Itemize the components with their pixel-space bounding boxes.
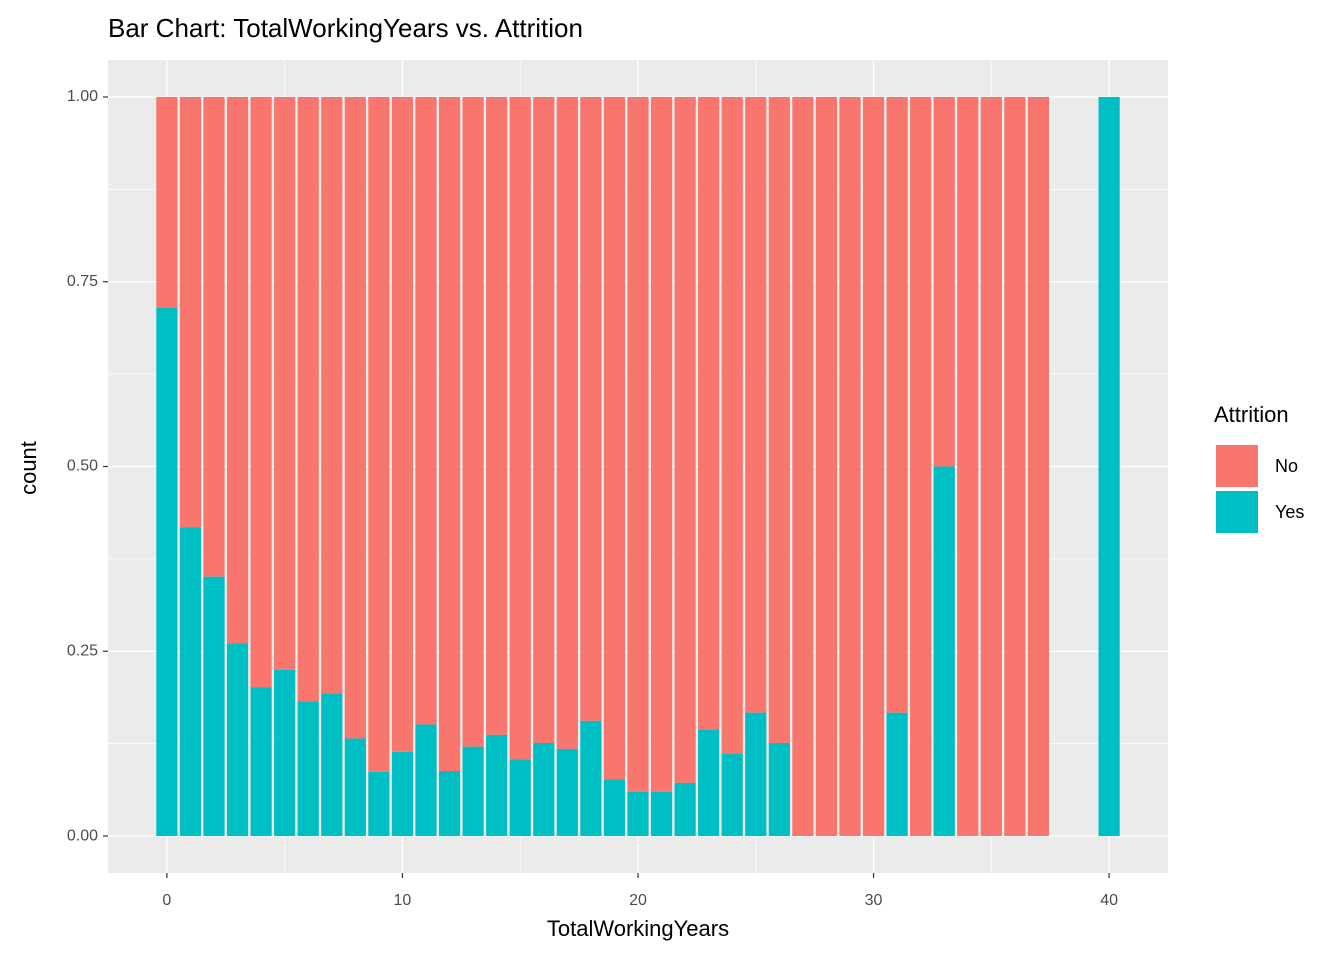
- bar-segment: [509, 96, 531, 760]
- bar-segment: [486, 96, 508, 735]
- bar-segment: [250, 96, 272, 688]
- bar-segment: [274, 669, 296, 837]
- bar-segment: [250, 687, 272, 837]
- y-tick-label: 1.00: [67, 88, 98, 105]
- legend-label: Yes: [1275, 502, 1304, 522]
- bar-segment: [533, 742, 555, 837]
- bar-segment: [1098, 96, 1120, 837]
- legend-label: No: [1275, 456, 1298, 476]
- bar-segment: [886, 712, 908, 837]
- bar-segment: [1004, 96, 1026, 837]
- bar-segment: [603, 96, 626, 780]
- bar-segment: [721, 754, 743, 837]
- bar-segment: [438, 771, 461, 837]
- bar-segment: [745, 712, 767, 837]
- bar-segment: [886, 96, 908, 713]
- bar-segment: [957, 96, 979, 837]
- x-tick-label: 20: [629, 892, 647, 909]
- bar-segment: [462, 746, 484, 837]
- bar-segment: [509, 759, 531, 837]
- bar-segment: [980, 96, 1002, 837]
- bar-segment: [226, 96, 249, 644]
- legend-key: [1216, 491, 1258, 533]
- bar-segment: [768, 742, 790, 837]
- y-tick-label: 0.00: [67, 827, 98, 844]
- bar-segment: [226, 643, 249, 837]
- bar-segment: [274, 96, 296, 670]
- bar-segment: [391, 96, 414, 752]
- bar-segment: [179, 527, 202, 837]
- bar-segment: [721, 96, 743, 755]
- bar-segment: [674, 96, 696, 783]
- bar-segment: [344, 96, 366, 739]
- bar-segment: [297, 96, 319, 702]
- bar-segment: [462, 96, 484, 747]
- bar-segment: [297, 701, 319, 837]
- legend-title: Attrition: [1214, 402, 1289, 427]
- chart-title: Bar Chart: TotalWorkingYears vs. Attriti…: [108, 13, 583, 43]
- bar-segment: [321, 96, 343, 694]
- bar-segment: [556, 748, 578, 837]
- bar-segment: [391, 751, 414, 837]
- bar-segment: [839, 96, 861, 837]
- bar-segment: [368, 771, 390, 837]
- y-axis-title: count: [16, 441, 41, 495]
- bar-segment: [580, 96, 602, 721]
- x-axis-title: TotalWorkingYears: [547, 916, 729, 941]
- bar-segment: [862, 96, 885, 837]
- x-tick-label: 40: [1100, 892, 1118, 909]
- bar-segment: [156, 96, 178, 308]
- bar-segment: [1027, 96, 1050, 837]
- bar-segment: [179, 96, 202, 528]
- bar-segment: [627, 96, 649, 792]
- bar-segment: [933, 96, 955, 467]
- bar-segment: [203, 576, 225, 837]
- x-tick-label: 0: [162, 892, 171, 909]
- bar-segment: [533, 96, 555, 743]
- bar-segment: [203, 96, 225, 577]
- bar-segment: [486, 734, 508, 837]
- bar-segment: [698, 729, 720, 837]
- bar-segment: [603, 779, 626, 837]
- bar-segment: [556, 96, 578, 749]
- bar-segment: [580, 720, 602, 837]
- bar-segment: [698, 96, 720, 730]
- bar-segment: [933, 466, 955, 837]
- y-tick-label: 0.75: [67, 273, 98, 290]
- bar-segment: [650, 96, 673, 792]
- bar-segment: [438, 96, 461, 772]
- y-tick-label: 0.25: [67, 642, 98, 659]
- bar-segment: [627, 791, 649, 837]
- bar-segment: [156, 307, 178, 837]
- bar-segment: [415, 724, 437, 837]
- legend-key: [1216, 445, 1258, 487]
- bar-segment: [321, 693, 343, 837]
- bar-segment: [768, 96, 790, 743]
- bar-segment: [910, 96, 932, 837]
- x-tick-label: 10: [394, 892, 412, 909]
- bar-segment: [344, 738, 366, 837]
- bar-segment: [368, 96, 390, 772]
- y-tick-label: 0.50: [67, 458, 98, 475]
- bar-segment: [415, 96, 437, 725]
- x-tick-label: 30: [865, 892, 883, 909]
- bar-segment: [650, 791, 673, 837]
- bar-segment: [745, 96, 767, 713]
- bar-segment: [815, 96, 838, 837]
- bar-segment: [674, 782, 696, 837]
- bar-segment: [792, 96, 814, 837]
